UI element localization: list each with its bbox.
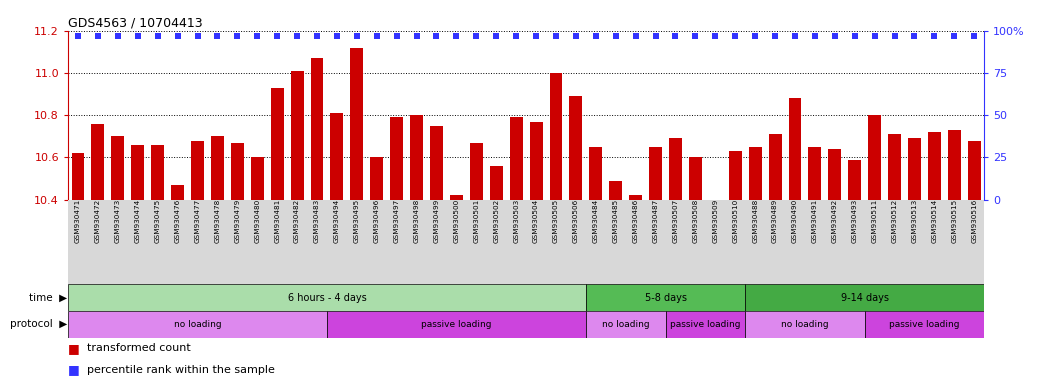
Text: ■: ■ [68, 342, 80, 355]
Bar [171, 185, 184, 200]
Text: 9-14 days: 9-14 days [841, 293, 889, 303]
Bar [768, 134, 781, 200]
Bar [928, 132, 941, 200]
Text: percentile rank within the sample: percentile rank within the sample [87, 364, 274, 375]
Bar [808, 147, 821, 200]
Text: passive loading: passive loading [670, 320, 740, 329]
Bar [948, 130, 961, 200]
Bar [868, 115, 882, 200]
Text: ■: ■ [68, 363, 80, 376]
Bar [589, 147, 602, 200]
Text: GDS4563 / 10704413: GDS4563 / 10704413 [68, 17, 203, 30]
Bar [865, 311, 984, 338]
Bar [908, 139, 921, 200]
Bar [91, 124, 105, 200]
Bar [749, 147, 761, 200]
Bar [327, 311, 586, 338]
Text: no loading: no loading [781, 320, 829, 329]
Text: 5-8 days: 5-8 days [645, 293, 687, 303]
Bar [530, 122, 542, 200]
Bar [788, 98, 801, 200]
Bar [470, 143, 483, 200]
Bar [450, 195, 463, 200]
Bar [131, 145, 144, 200]
Bar [210, 136, 224, 200]
Bar [271, 88, 284, 200]
Bar [888, 134, 901, 200]
Text: transformed count: transformed count [87, 343, 191, 354]
Bar [490, 166, 503, 200]
Bar [967, 141, 981, 200]
Bar [68, 311, 327, 338]
Bar [745, 284, 984, 311]
Bar [586, 284, 745, 311]
Text: passive loading: passive loading [889, 320, 960, 329]
Bar [351, 48, 363, 200]
Bar [331, 113, 343, 200]
Bar [570, 96, 582, 200]
Text: passive loading: passive loading [421, 320, 492, 329]
Bar [586, 311, 666, 338]
Bar [371, 157, 383, 200]
Bar [191, 141, 204, 200]
Bar [666, 311, 745, 338]
Bar [68, 284, 586, 311]
Bar [828, 149, 842, 200]
Text: no loading: no loading [602, 320, 649, 329]
Bar [410, 115, 423, 200]
Bar [111, 136, 125, 200]
Bar [311, 58, 324, 200]
Bar [729, 151, 741, 200]
Text: protocol  ▶: protocol ▶ [9, 319, 67, 329]
Bar [848, 160, 862, 200]
Bar [151, 145, 164, 200]
Bar [430, 126, 443, 200]
Bar [609, 181, 622, 200]
Bar [669, 139, 682, 200]
Bar [745, 311, 865, 338]
Bar [649, 147, 662, 200]
Bar [629, 195, 642, 200]
Bar [510, 118, 522, 200]
Text: 6 hours - 4 days: 6 hours - 4 days [288, 293, 366, 303]
Text: no loading: no loading [174, 320, 221, 329]
Bar [550, 73, 562, 200]
Text: time  ▶: time ▶ [29, 293, 67, 303]
Bar [71, 153, 85, 200]
Bar [391, 118, 403, 200]
Bar [689, 157, 701, 200]
Bar [231, 143, 244, 200]
Bar [251, 157, 264, 200]
Bar [291, 71, 304, 200]
